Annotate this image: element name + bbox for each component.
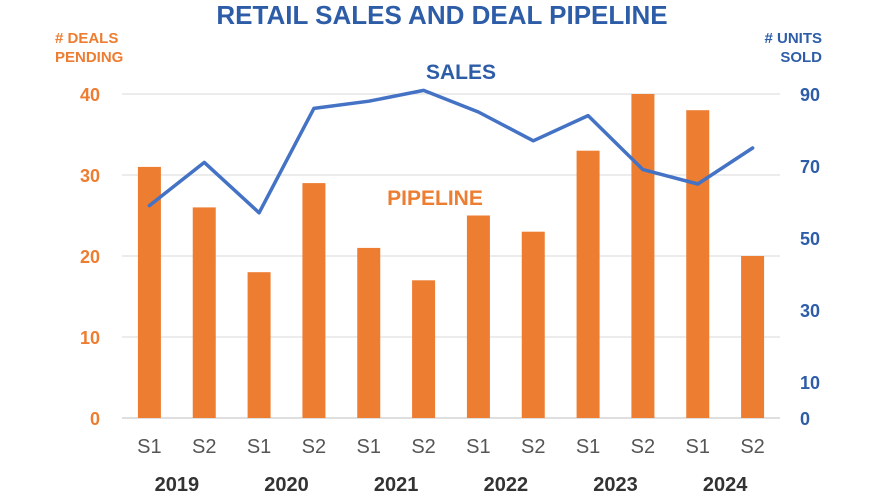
- category-label: S1: [357, 436, 381, 458]
- category-label: S1: [137, 436, 161, 458]
- category-label: S1: [686, 436, 710, 458]
- pipeline-bar: [521, 231, 545, 418]
- gridlines: [122, 93, 780, 419]
- category-label: S2: [411, 436, 435, 458]
- right-tick-label: 70: [800, 157, 820, 177]
- year-label: 2022: [484, 474, 529, 496]
- pipeline-bar: [631, 94, 655, 418]
- pipeline-bar: [302, 183, 326, 418]
- year-labels: 2019 2020 2021 2022 2023 2024: [155, 474, 749, 496]
- pipeline-bar: [412, 280, 436, 418]
- year-label: 2021: [374, 474, 419, 496]
- pipeline-bars: [137, 94, 765, 418]
- pipeline-bar: [686, 110, 710, 418]
- left-axis-ticks: 0 10 20 30 40: [80, 85, 100, 429]
- right-tick-label: 30: [800, 301, 820, 321]
- series-label-sales: SALES: [426, 61, 496, 84]
- right-axis-title-line2: SOLD: [780, 49, 822, 66]
- pipeline-bar: [247, 272, 271, 418]
- category-label: S2: [302, 436, 326, 458]
- category-label: S2: [631, 436, 655, 458]
- left-tick-label: 0: [90, 409, 100, 429]
- pipeline-bar: [576, 150, 600, 418]
- category-labels: S1 S2 S1 S2 S1 S2 S1 S2 S1 S2 S1 S2: [137, 436, 765, 458]
- left-tick-label: 20: [80, 247, 100, 267]
- pipeline-bar: [741, 256, 765, 418]
- right-tick-label: 10: [800, 373, 820, 393]
- right-axis-ticks: 0 10 30 50 70 90: [800, 85, 820, 429]
- left-tick-label: 30: [80, 166, 100, 186]
- series-label-pipeline: PIPELINE: [387, 187, 483, 210]
- pipeline-bar: [357, 247, 381, 418]
- category-label: S1: [466, 436, 490, 458]
- left-tick-label: 10: [80, 328, 100, 348]
- category-label: S2: [192, 436, 216, 458]
- left-tick-label: 40: [80, 85, 100, 105]
- right-tick-label: 90: [800, 85, 820, 105]
- sales-line: [147, 88, 755, 215]
- right-axis-title-line1: # UNITS: [764, 30, 822, 47]
- year-label: 2019: [155, 474, 200, 496]
- left-axis-title-line1: # DEALS: [55, 30, 118, 47]
- pipeline-bar: [137, 166, 161, 418]
- chart-title: RETAIL SALES AND DEAL PIPELINE: [216, 0, 667, 30]
- year-label: 2020: [264, 474, 309, 496]
- category-label: S2: [521, 436, 545, 458]
- left-axis-title-line2: PENDING: [55, 49, 123, 66]
- sales-line-path: [147, 88, 755, 215]
- right-tick-label: 0: [800, 409, 810, 429]
- year-label: 2024: [703, 474, 748, 496]
- pipeline-bar: [466, 215, 490, 418]
- pipeline-bar: [192, 207, 216, 418]
- category-label: S1: [576, 436, 600, 458]
- year-label: 2023: [593, 474, 638, 496]
- category-label: S1: [247, 436, 271, 458]
- category-label: S2: [740, 436, 764, 458]
- right-tick-label: 50: [800, 229, 820, 249]
